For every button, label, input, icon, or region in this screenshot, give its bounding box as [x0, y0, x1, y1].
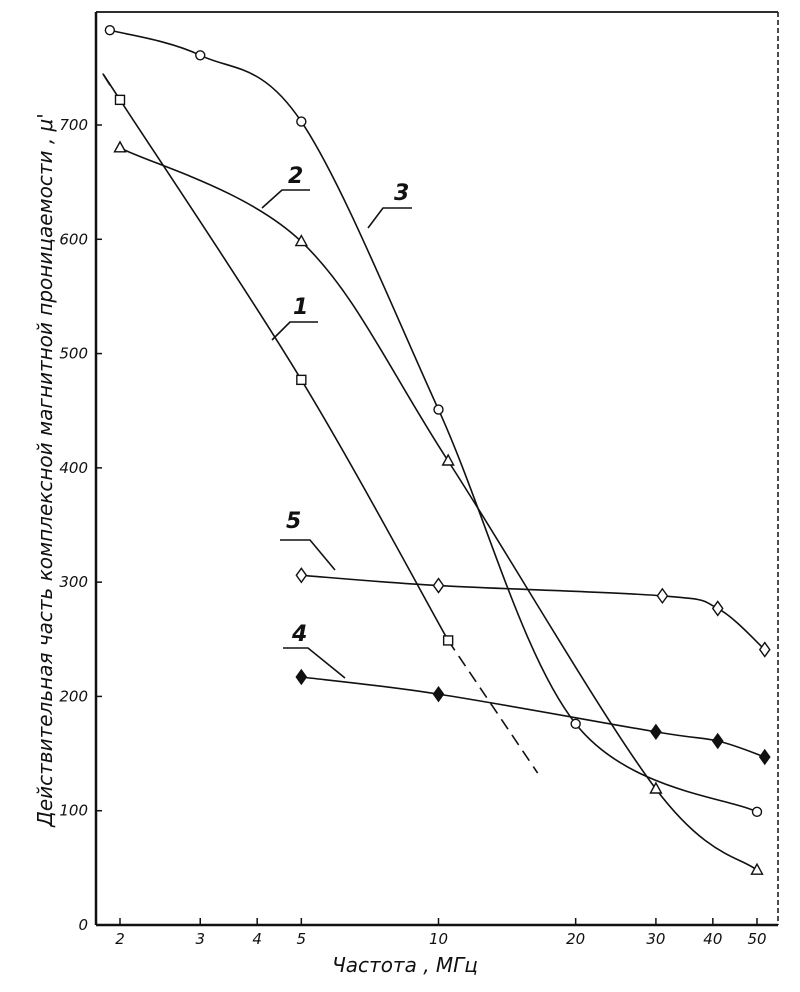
- square-marker: [444, 636, 453, 645]
- open-diamond-marker: [713, 601, 723, 615]
- series-line-4: [301, 677, 764, 757]
- curve-label-5: 5: [286, 509, 301, 534]
- curve-leader-1: [272, 322, 318, 340]
- square-marker: [297, 375, 306, 384]
- circle-marker: [105, 26, 114, 35]
- curve-labels: 1 2 3 4 5: [262, 164, 412, 678]
- x-tick-label: 30: [646, 930, 665, 948]
- triangle-marker: [443, 455, 454, 465]
- y-tick-label: 500: [59, 345, 88, 363]
- markers: [105, 26, 769, 875]
- curve-label-1: 1: [293, 295, 308, 320]
- y-tick-label: 200: [59, 687, 88, 705]
- open-diamond-marker: [760, 643, 770, 657]
- x-tick-label: 20: [566, 930, 585, 948]
- series-line-2: [120, 148, 757, 870]
- curve-leader-3: [368, 208, 412, 228]
- y-tick-label: 400: [59, 459, 88, 477]
- y-tick-label: 700: [59, 116, 88, 134]
- filled-diamond-marker: [296, 670, 306, 684]
- circle-marker: [434, 405, 443, 414]
- series-line-5: [301, 575, 764, 649]
- open-diamond-marker: [434, 579, 444, 593]
- circle-marker: [196, 51, 205, 60]
- filled-diamond-marker: [760, 750, 770, 764]
- x-tick-label: 50: [747, 930, 766, 948]
- square-marker: [116, 95, 125, 104]
- curve-leader-4: [283, 648, 345, 678]
- y-tick-label: 0: [78, 916, 88, 934]
- y-tick-label: 600: [59, 230, 88, 248]
- circle-marker: [571, 719, 580, 728]
- series-line-1: [103, 74, 448, 640]
- series-extension-1: [448, 640, 537, 773]
- curve-label-3: 3: [394, 181, 409, 206]
- open-diamond-marker: [657, 589, 667, 603]
- curve-label-2: 2: [288, 164, 303, 189]
- curve-leader-5: [280, 540, 335, 570]
- triangle-marker: [115, 142, 126, 152]
- filled-diamond-marker: [713, 734, 723, 748]
- circle-marker: [753, 807, 762, 816]
- x-tick-label: 40: [703, 930, 722, 948]
- x-axis-title: Частота , МГц: [332, 953, 478, 977]
- open-diamond-marker: [296, 568, 306, 582]
- triangle-marker: [752, 864, 763, 874]
- curve-label-4: 4: [291, 622, 307, 647]
- x-tick-label: 3: [195, 930, 205, 948]
- y-tick-label: 100: [59, 802, 88, 820]
- x-tick-label: 4: [252, 930, 262, 948]
- circle-marker: [297, 117, 306, 126]
- x-tick-label: 10: [429, 930, 448, 948]
- curve-leader-2: [262, 190, 310, 208]
- x-tick-label: 2: [115, 930, 125, 948]
- y-tick-label: 300: [59, 573, 88, 591]
- filled-diamond-marker: [434, 687, 444, 701]
- y-axis-title: Действительная часть комплексной магнитн…: [33, 113, 57, 828]
- curves: [103, 30, 765, 870]
- x-tick-label: 5: [297, 930, 307, 948]
- axis-ticks: 0 100 200 300 400 500 600 700 2 3 4 5 10 20 30 40 50: [59, 116, 766, 948]
- filled-diamond-marker: [651, 725, 661, 739]
